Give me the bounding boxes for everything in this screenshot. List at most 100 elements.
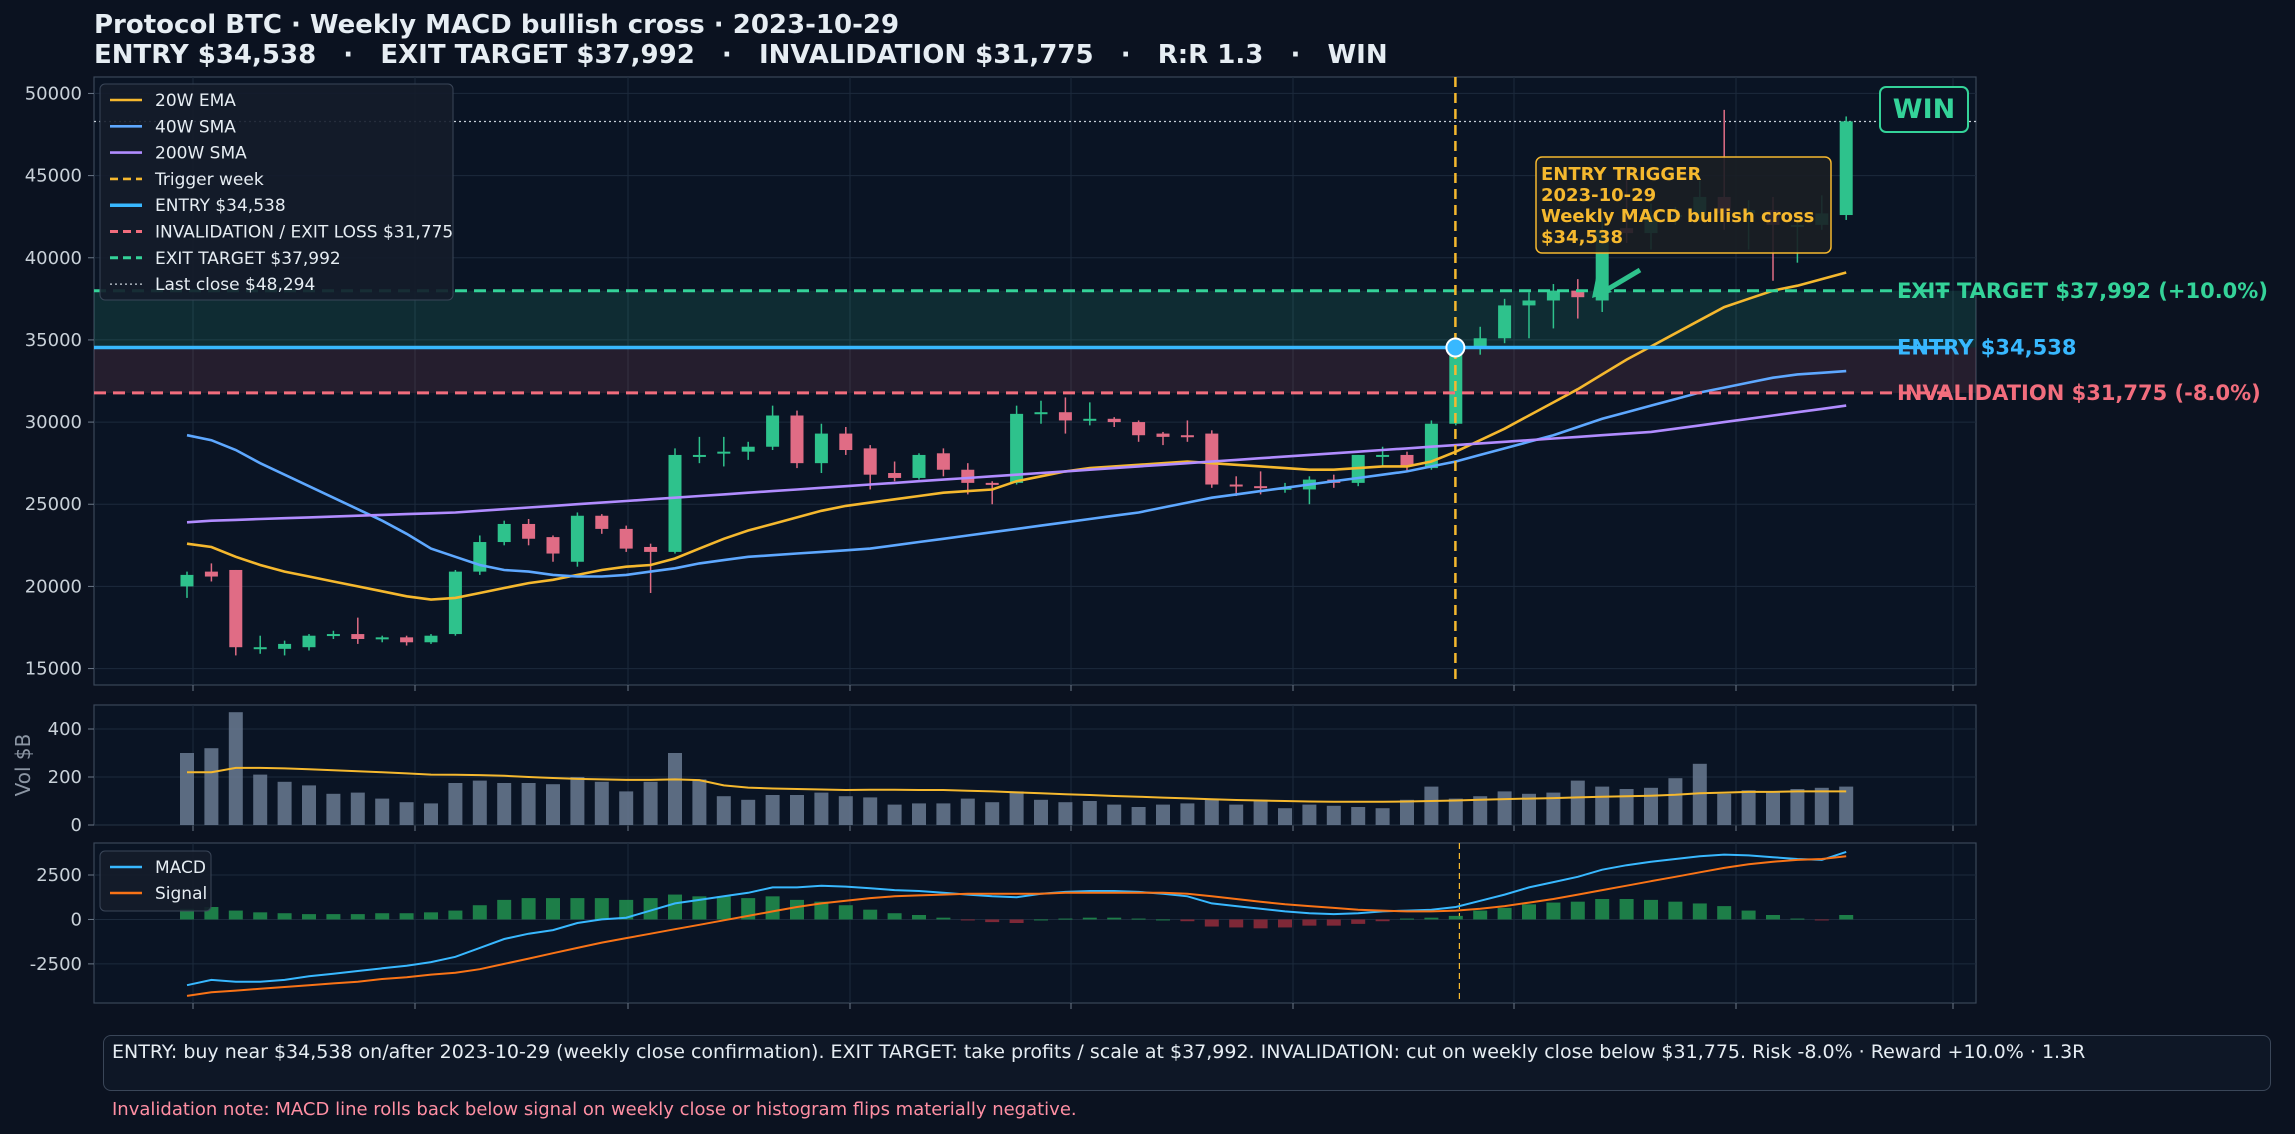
volume-bar bbox=[1790, 789, 1805, 825]
win-badge-label: WIN bbox=[1893, 94, 1955, 125]
price-y-tick-label: 50000 bbox=[25, 83, 82, 104]
chart-title: Protocol BTC · Weekly MACD bullish cross… bbox=[94, 10, 900, 40]
candle-body bbox=[424, 635, 438, 643]
candle-body bbox=[912, 454, 926, 478]
macd-histogram-bar bbox=[1814, 919, 1829, 921]
candle-body bbox=[1229, 484, 1243, 487]
macd-histogram-bar bbox=[1082, 917, 1097, 920]
macd-histogram-bar bbox=[716, 896, 731, 920]
candle-body bbox=[741, 446, 755, 452]
candle-body bbox=[668, 454, 682, 552]
macd-histogram-bar bbox=[1424, 917, 1439, 920]
signal-line bbox=[186, 855, 1847, 997]
volume-bar bbox=[399, 802, 414, 825]
exit-target-label: EXIT TARGET $37,992 (+10.0%) bbox=[1897, 279, 2268, 303]
volume-bar bbox=[1814, 787, 1829, 825]
volume-bar bbox=[521, 783, 536, 825]
price-legend-label: 200W SMA bbox=[155, 144, 247, 164]
volume-bar bbox=[741, 799, 756, 825]
candle-body bbox=[790, 415, 804, 464]
volume-bar bbox=[765, 795, 780, 825]
macd-histogram-bar bbox=[1717, 906, 1732, 920]
candle-body bbox=[814, 433, 828, 464]
candle-body bbox=[1498, 305, 1512, 339]
macd-histogram-bar bbox=[570, 898, 585, 920]
trade-summary: ENTRY: buy near $34,538 on/after 2023-10… bbox=[112, 1041, 2086, 1063]
volume-bar bbox=[1278, 808, 1292, 825]
candle-body bbox=[1400, 454, 1414, 467]
volume-bar bbox=[1473, 796, 1488, 825]
macd-histogram-bar bbox=[668, 894, 682, 920]
vol-y-tick-label: 0 bbox=[71, 815, 82, 836]
macd-histogram-bar bbox=[546, 898, 560, 920]
candle-body bbox=[619, 528, 633, 549]
macd-histogram-bar bbox=[1595, 899, 1610, 920]
price-y-tick-label: 40000 bbox=[25, 248, 82, 269]
volume-bar bbox=[1326, 805, 1341, 825]
macd-histogram-bar bbox=[326, 914, 341, 920]
macd-histogram-bar bbox=[1058, 918, 1073, 920]
volume-bar bbox=[448, 783, 463, 825]
macd-histogram-bar bbox=[1790, 918, 1805, 920]
macd-histogram-bar bbox=[1570, 901, 1585, 920]
candle-body bbox=[570, 515, 584, 562]
candle-body bbox=[936, 453, 950, 470]
candle-body bbox=[448, 571, 462, 635]
volume-bar bbox=[1546, 792, 1561, 825]
volume-bar bbox=[1156, 804, 1170, 825]
volume-bar bbox=[1302, 804, 1317, 825]
volume-bar bbox=[1107, 804, 1122, 825]
price-legend-label: Trigger week bbox=[154, 170, 264, 190]
chart-subtitle: ENTRY $34,538 · EXIT TARGET $37,992 · IN… bbox=[94, 40, 1388, 70]
candle-body bbox=[229, 569, 243, 648]
volume-bar bbox=[204, 748, 219, 825]
macd-histogram-bar bbox=[838, 905, 853, 920]
price-y-tick-label: 35000 bbox=[25, 330, 82, 351]
risk-zone bbox=[94, 347, 1976, 393]
macd-histogram-bar bbox=[936, 917, 951, 920]
volume-bar bbox=[643, 781, 658, 825]
annotation-box bbox=[1535, 156, 1832, 254]
candle-body bbox=[1546, 290, 1560, 301]
candle-body bbox=[961, 469, 975, 483]
volume-bar bbox=[1375, 808, 1390, 825]
win-badge bbox=[1879, 86, 1969, 133]
volume-bar bbox=[912, 803, 926, 825]
price-y-tick-label: 30000 bbox=[25, 412, 82, 433]
candle-body bbox=[1376, 454, 1390, 457]
volume-bar bbox=[1082, 801, 1097, 825]
candle-body bbox=[497, 523, 511, 543]
ma-line-3 bbox=[186, 404, 1847, 524]
volume-bar bbox=[1741, 790, 1756, 825]
annotation-line: ENTRY TRIGGER bbox=[1541, 164, 1701, 185]
volume-bar bbox=[790, 795, 804, 825]
candle-body bbox=[204, 571, 218, 577]
macd-histogram-bar bbox=[1131, 918, 1146, 920]
candle-body bbox=[1473, 338, 1487, 349]
volume-bar bbox=[1595, 786, 1610, 825]
annotation-line: Weekly MACD bullish cross bbox=[1541, 206, 1814, 227]
macd-histogram-bar bbox=[424, 912, 438, 920]
volume-bar bbox=[277, 781, 292, 825]
volume-bar bbox=[1692, 763, 1707, 825]
volume-bar bbox=[863, 797, 878, 825]
annotation-line: 2023-10-29 bbox=[1541, 185, 1656, 206]
volume-bar bbox=[1204, 799, 1219, 825]
macd-histogram-bar bbox=[253, 912, 268, 920]
annotation-arrowhead bbox=[1592, 278, 1612, 298]
volume-bar bbox=[619, 791, 634, 825]
price-legend-label: EXIT TARGET $37,992 bbox=[155, 249, 341, 269]
macd-histogram-bar bbox=[814, 901, 829, 920]
macd-legend-label: Signal bbox=[155, 884, 207, 904]
candle-body bbox=[1571, 290, 1585, 298]
annotation-line: $34,538 bbox=[1541, 227, 1623, 248]
volume-bar bbox=[1570, 780, 1585, 825]
price-y-tick-label: 45000 bbox=[25, 166, 82, 187]
macd-histogram-bar bbox=[1107, 917, 1122, 920]
macd-histogram-bar bbox=[1009, 919, 1024, 923]
volume-bar bbox=[180, 753, 194, 825]
price-legend-label: 40W SMA bbox=[155, 117, 236, 137]
price-legend: 20W EMA 40W SMA 200W SMA Trigger week ENTRY … bbox=[99, 83, 454, 301]
volume-bar bbox=[1717, 793, 1732, 825]
macd-histogram-bar bbox=[1400, 918, 1414, 920]
